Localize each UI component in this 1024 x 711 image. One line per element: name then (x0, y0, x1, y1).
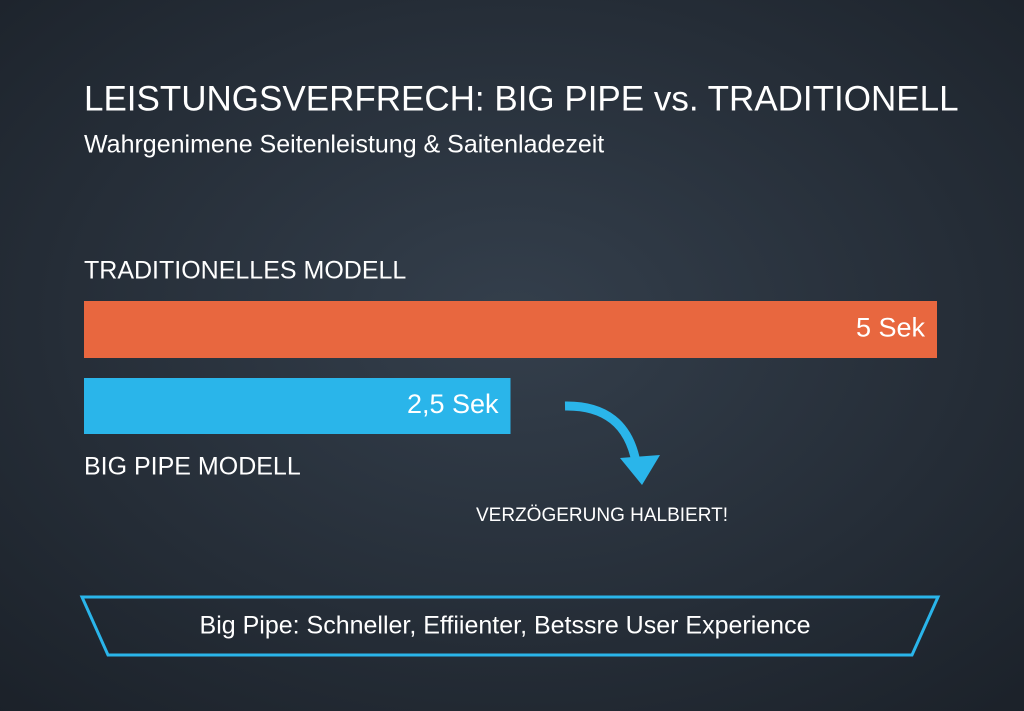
arrow-head (620, 455, 660, 485)
annotation: VERZÖGERUNG HALBIERT! (476, 505, 728, 526)
value-label: 2,5 Sek (407, 389, 499, 419)
bar (84, 378, 511, 434)
chart-subtitle: Wahrgenimene Seitenleistung & Saitenlade… (84, 131, 604, 159)
bar (84, 301, 937, 358)
arrow (564, 401, 641, 463)
category-label: BIG PIPE MODELL (84, 453, 301, 481)
value-label: 5 Sek (856, 313, 926, 343)
footer-banner (79, 595, 941, 657)
category-label: TRADITIONELLES MODELL (84, 257, 406, 285)
footer-text: Big Pipe: Schneller, Effiienter, Betssre… (200, 612, 811, 640)
chart-title: LEISTUNGSVERFRECH: BIG PIPE vs. TRADITIO… (84, 79, 959, 118)
